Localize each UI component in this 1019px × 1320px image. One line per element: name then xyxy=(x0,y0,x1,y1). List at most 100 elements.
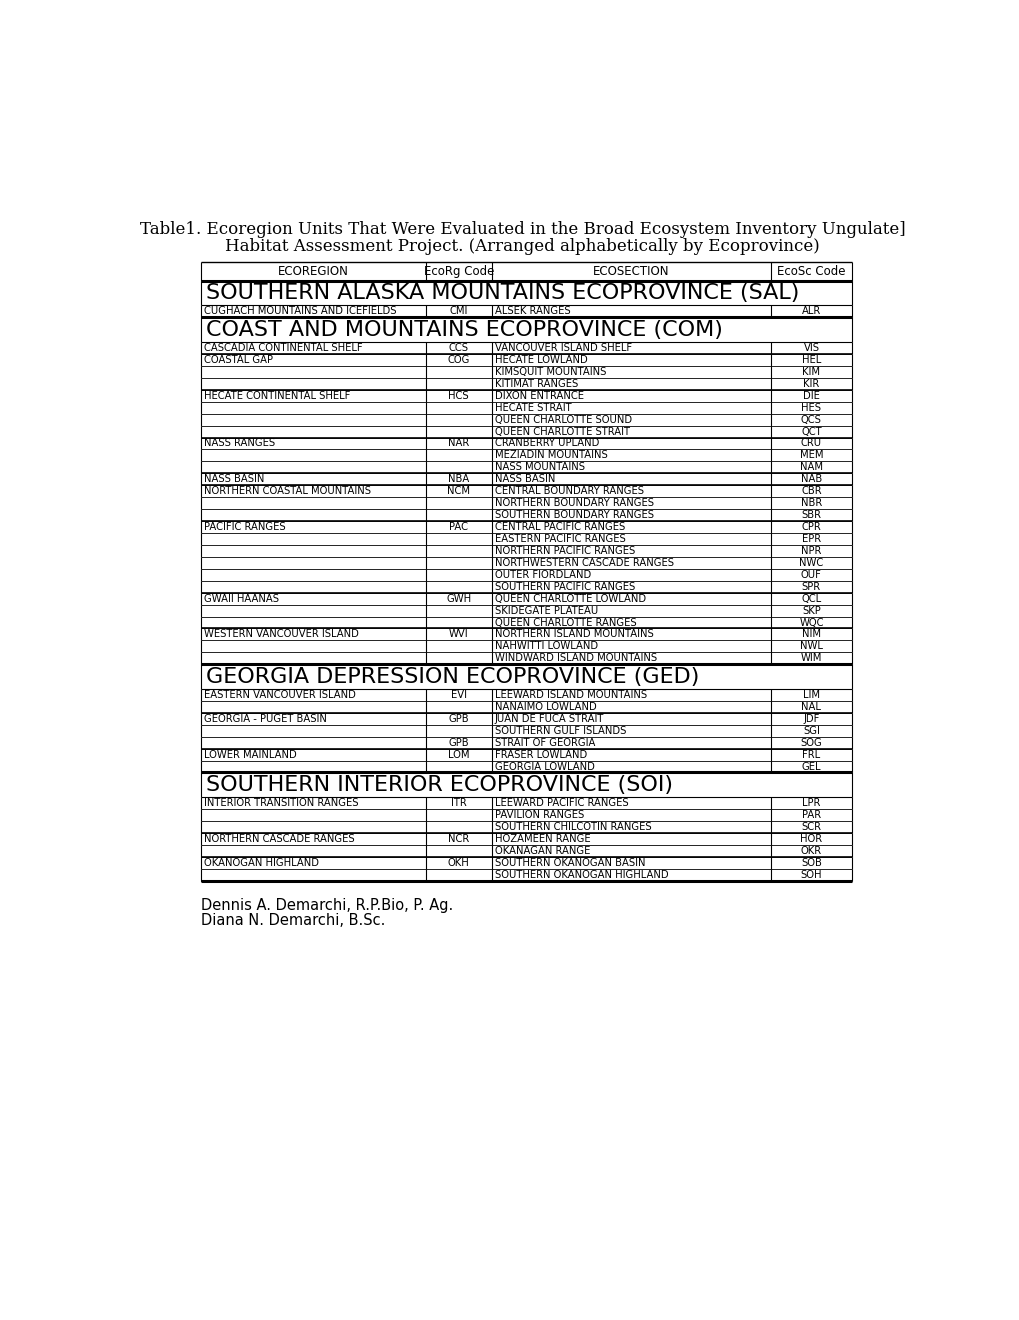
Text: KIM: KIM xyxy=(802,367,819,378)
Text: FRL: FRL xyxy=(802,750,819,759)
Text: NASS BASIN: NASS BASIN xyxy=(494,474,554,484)
Text: NAM: NAM xyxy=(799,462,822,473)
Text: EcoRg Code: EcoRg Code xyxy=(423,265,493,279)
Text: SOUTHERN PACIFIC RANGES: SOUTHERN PACIFIC RANGES xyxy=(494,582,635,591)
Text: SOH: SOH xyxy=(800,870,821,879)
Text: PAVILION RANGES: PAVILION RANGES xyxy=(494,810,584,820)
Text: SOUTHERN GULF ISLANDS: SOUTHERN GULF ISLANDS xyxy=(494,726,626,735)
Text: SCR: SCR xyxy=(801,822,820,832)
Text: KIR: KIR xyxy=(803,379,818,389)
Text: HOR: HOR xyxy=(800,834,821,843)
Text: COG: COG xyxy=(447,355,470,364)
Text: QCT: QCT xyxy=(800,426,821,437)
Text: DIE: DIE xyxy=(802,391,819,401)
Text: GPB: GPB xyxy=(448,738,469,747)
Text: NANAIMO LOWLAND: NANAIMO LOWLAND xyxy=(494,702,596,711)
Text: NCM: NCM xyxy=(447,486,470,496)
Text: HOZAMEEN RANGE: HOZAMEEN RANGE xyxy=(494,834,590,843)
Text: SOUTHERN OKANOGAN BASIN: SOUTHERN OKANOGAN BASIN xyxy=(494,858,645,867)
Text: PAR: PAR xyxy=(801,810,820,820)
Text: EASTERN VANCOUVER ISLAND: EASTERN VANCOUVER ISLAND xyxy=(204,690,356,700)
Text: NORTHERN CASCADE RANGES: NORTHERN CASCADE RANGES xyxy=(204,834,355,843)
Text: LOM: LOM xyxy=(447,750,469,759)
Text: OKH: OKH xyxy=(447,858,469,867)
Text: Diana N. Demarchi, B.Sc.: Diana N. Demarchi, B.Sc. xyxy=(201,913,385,928)
Text: GPB: GPB xyxy=(448,714,469,723)
Text: CENTRAL BOUNDARY RANGES: CENTRAL BOUNDARY RANGES xyxy=(494,486,643,496)
Text: NAHWITTI LOWLAND: NAHWITTI LOWLAND xyxy=(494,642,597,651)
Text: JUAN DE FUCA STRAIT: JUAN DE FUCA STRAIT xyxy=(494,714,603,723)
Text: Dennis A. Demarchi, R.P.Bio, P. Ag.: Dennis A. Demarchi, R.P.Bio, P. Ag. xyxy=(201,898,452,913)
Text: SKIDEGATE PLATEAU: SKIDEGATE PLATEAU xyxy=(494,606,597,615)
Text: QUEEN CHARLOTTE SOUND: QUEEN CHARLOTTE SOUND xyxy=(494,414,632,425)
Text: NAB: NAB xyxy=(800,474,821,484)
Text: CENTRAL PACIFIC RANGES: CENTRAL PACIFIC RANGES xyxy=(494,521,625,532)
Text: HECATE STRAIT: HECATE STRAIT xyxy=(494,403,571,413)
Text: OKANOGAN HIGHLAND: OKANOGAN HIGHLAND xyxy=(204,858,319,867)
Text: MEM: MEM xyxy=(799,450,822,461)
Text: NASS MOUNTAINS: NASS MOUNTAINS xyxy=(494,462,584,473)
Text: STRAIT OF GEORGIA: STRAIT OF GEORGIA xyxy=(494,738,595,747)
Text: ALR: ALR xyxy=(801,306,820,317)
Text: SPR: SPR xyxy=(801,582,820,591)
Text: CPR: CPR xyxy=(801,521,820,532)
Text: HECATE CONTINENTAL SHELF: HECATE CONTINENTAL SHELF xyxy=(204,391,351,401)
Text: SOG: SOG xyxy=(800,738,821,747)
Text: DIXON ENTRANCE: DIXON ENTRANCE xyxy=(494,391,583,401)
Text: CUGHACH MOUNTAINS AND ICEFIELDS: CUGHACH MOUNTAINS AND ICEFIELDS xyxy=(204,306,396,317)
Text: QCS: QCS xyxy=(800,414,821,425)
Text: GEORGIA DEPRESSION ECOPROVINCE (GED): GEORGIA DEPRESSION ECOPROVINCE (GED) xyxy=(206,667,698,686)
Text: COAST AND MOUNTAINS ECOPROVINCE (COM): COAST AND MOUNTAINS ECOPROVINCE (COM) xyxy=(206,319,721,339)
Text: LOWER MAINLAND: LOWER MAINLAND xyxy=(204,750,297,759)
Text: WESTERN VANCOUVER ISLAND: WESTERN VANCOUVER ISLAND xyxy=(204,630,359,639)
Text: GEORGIA - PUGET BASIN: GEORGIA - PUGET BASIN xyxy=(204,714,327,723)
Text: CRANBERRY UPLAND: CRANBERRY UPLAND xyxy=(494,438,598,449)
Text: WVI: WVI xyxy=(448,630,468,639)
Text: HEL: HEL xyxy=(801,355,820,364)
Text: FRASER LOWLAND: FRASER LOWLAND xyxy=(494,750,587,759)
Text: WINDWARD ISLAND MOUNTAINS: WINDWARD ISLAND MOUNTAINS xyxy=(494,653,656,664)
Text: INTERIOR TRANSITION RANGES: INTERIOR TRANSITION RANGES xyxy=(204,799,359,808)
Text: ALSEK RANGES: ALSEK RANGES xyxy=(494,306,570,317)
Text: WQC: WQC xyxy=(799,618,823,627)
Text: CCS: CCS xyxy=(448,343,469,352)
Text: OUF: OUF xyxy=(800,570,821,579)
Text: EPR: EPR xyxy=(801,535,820,544)
Text: VANCOUVER ISLAND SHELF: VANCOUVER ISLAND SHELF xyxy=(494,343,632,352)
Text: CBR: CBR xyxy=(800,486,821,496)
Text: GWAII HAANAS: GWAII HAANAS xyxy=(204,594,279,603)
Text: VIS: VIS xyxy=(803,343,818,352)
Text: GEORGIA LOWLAND: GEORGIA LOWLAND xyxy=(494,762,594,771)
Text: PAC: PAC xyxy=(449,521,468,532)
Text: NCR: NCR xyxy=(447,834,469,843)
Text: HCS: HCS xyxy=(448,391,469,401)
Text: LEEWARD ISLAND MOUNTAINS: LEEWARD ISLAND MOUNTAINS xyxy=(494,690,646,700)
Text: NORTHERN ISLAND MOUNTAINS: NORTHERN ISLAND MOUNTAINS xyxy=(494,630,653,639)
Text: SKP: SKP xyxy=(801,606,820,615)
Text: ECOREGION: ECOREGION xyxy=(278,265,348,279)
Text: QUEEN CHARLOTTE RANGES: QUEEN CHARLOTTE RANGES xyxy=(494,618,636,627)
Text: SGI: SGI xyxy=(802,726,819,735)
Text: QUEEN CHARLOTTE LOWLAND: QUEEN CHARLOTTE LOWLAND xyxy=(494,594,645,603)
Text: NORTHERN BOUNDARY RANGES: NORTHERN BOUNDARY RANGES xyxy=(494,498,653,508)
Text: HES: HES xyxy=(801,403,820,413)
Text: LEEWARD PACIFIC RANGES: LEEWARD PACIFIC RANGES xyxy=(494,799,628,808)
Text: OKANAGAN RANGE: OKANAGAN RANGE xyxy=(494,846,590,855)
Text: SOUTHERN BOUNDARY RANGES: SOUTHERN BOUNDARY RANGES xyxy=(494,510,653,520)
Text: NASS RANGES: NASS RANGES xyxy=(204,438,275,449)
Text: NORTHWESTERN CASCADE RANGES: NORTHWESTERN CASCADE RANGES xyxy=(494,558,674,568)
Text: NBA: NBA xyxy=(447,474,469,484)
Text: HECATE LOWLAND: HECATE LOWLAND xyxy=(494,355,587,364)
Text: NIM: NIM xyxy=(801,630,820,639)
Text: SOUTHERN INTERIOR ECOPROVINCE (SOI): SOUTHERN INTERIOR ECOPROVINCE (SOI) xyxy=(206,775,673,795)
Text: Habitat Assessment Project. (Arranged alphabetically by Ecoprovince): Habitat Assessment Project. (Arranged al… xyxy=(225,239,819,256)
Text: QCL: QCL xyxy=(801,594,820,603)
Text: OKR: OKR xyxy=(800,846,821,855)
Text: SOUTHERN ALASKA MOUNTAINS ECOPROVINCE (SAL): SOUTHERN ALASKA MOUNTAINS ECOPROVINCE (S… xyxy=(206,284,798,304)
Text: ITR: ITR xyxy=(450,799,467,808)
Text: CASCADIA CONTINENTAL SHELF: CASCADIA CONTINENTAL SHELF xyxy=(204,343,363,352)
Text: MEZIADIN MOUNTAINS: MEZIADIN MOUNTAINS xyxy=(494,450,607,461)
Text: NWL: NWL xyxy=(799,642,822,651)
Text: WIM: WIM xyxy=(800,653,821,664)
Text: SOUTHERN CHILCOTIN RANGES: SOUTHERN CHILCOTIN RANGES xyxy=(494,822,651,832)
